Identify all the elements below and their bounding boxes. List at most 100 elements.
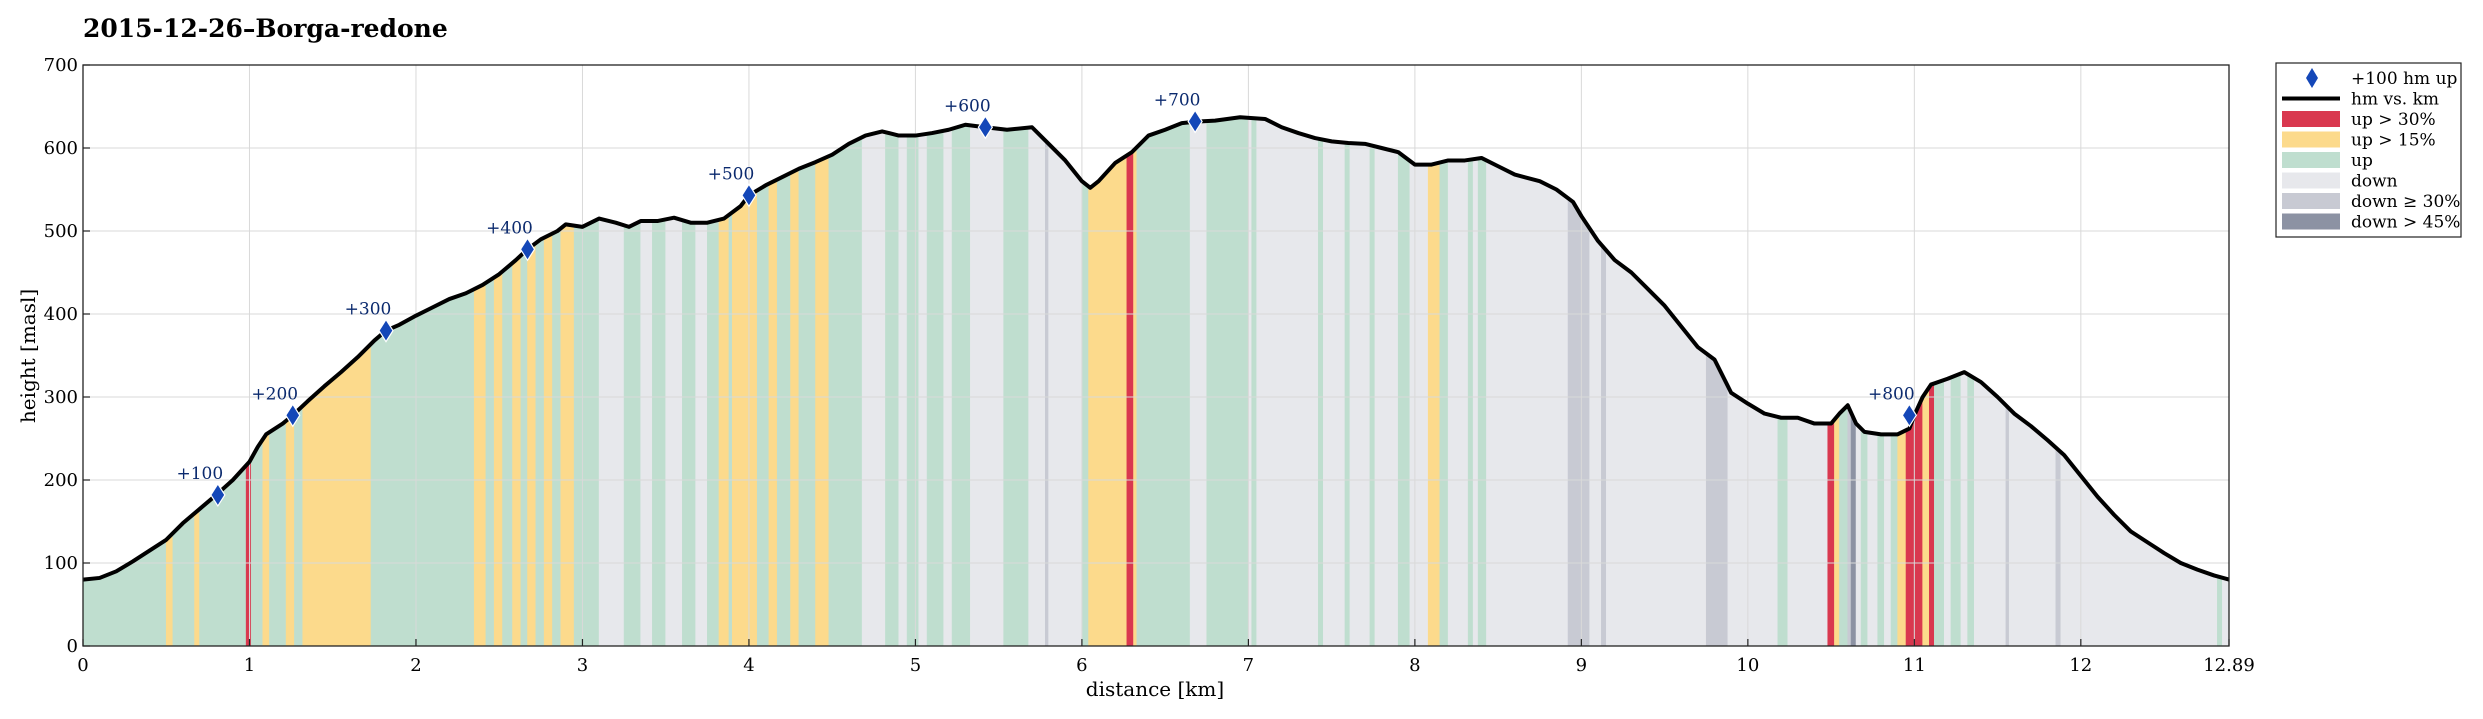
segment-up <box>885 131 900 647</box>
elevation-marker-label: +400 <box>486 218 533 238</box>
segment-up <box>728 211 733 647</box>
legend-swatch-up-gt-30 <box>2282 111 2340 127</box>
segment-up-gt-15 <box>543 233 553 647</box>
segment-down <box>1409 160 1429 647</box>
segment-down <box>1787 417 1829 647</box>
axes: 0 1 2 3 4 5 6 7 8 9 10 11 12 12.890100200300400500600… <box>44 55 2255 676</box>
segment-up <box>623 220 642 647</box>
y-tick-label: 200 <box>44 470 78 491</box>
y-tick-label: 600 <box>44 138 78 159</box>
segment-up-gt-15 <box>731 189 758 647</box>
segment-down <box>598 218 625 647</box>
legend-label: hm vs. km <box>2351 90 2439 110</box>
segment-up-gt-15 <box>1088 154 1128 647</box>
legend-label: up > 30% <box>2351 110 2436 130</box>
x-tick-label: 7 <box>1243 655 1254 676</box>
segment-up <box>1206 116 1249 647</box>
elevation-marker-label: +700 <box>1154 90 1201 110</box>
segment-down <box>1189 120 1208 647</box>
elevation-marker <box>977 115 994 140</box>
elevation-line <box>82 115 2230 582</box>
segment-down <box>2008 407 2057 647</box>
segment-up-gt-30 <box>1929 382 1935 647</box>
segment-up-gt-15 <box>473 282 487 647</box>
segment-up <box>1950 372 1962 647</box>
x-tick-label: 10 <box>1736 655 1759 676</box>
legend-swatch-up <box>2282 152 2340 168</box>
segment-up-gt-15 <box>815 155 830 647</box>
segment-up <box>1344 142 1351 647</box>
segment-up <box>1439 160 1449 647</box>
x-tick-label: 12.89 <box>2203 655 2255 676</box>
x-tick-label: 8 <box>1409 655 1420 676</box>
segment-down <box>1256 118 1319 647</box>
segment-up <box>172 512 195 647</box>
segment-up <box>2217 575 2223 647</box>
elevation-marker-label: +600 <box>944 96 991 116</box>
segment-down <box>1727 386 1779 647</box>
segment-down <box>1028 126 1046 647</box>
segment-up-gt-15 <box>285 412 295 647</box>
segment-up <box>1003 127 1029 647</box>
y-tick-label: 100 <box>44 553 78 574</box>
x-tick-label: 12 <box>2069 655 2092 676</box>
segment-up <box>250 438 264 647</box>
segment-down <box>1589 227 1602 647</box>
segment-up <box>552 227 562 647</box>
elevation-marker <box>519 237 536 262</box>
y-tick-label: 500 <box>44 221 78 242</box>
segment-up-gt-15 <box>493 270 503 647</box>
segment-up <box>370 288 475 647</box>
elevation-marker <box>285 403 301 428</box>
segment-up <box>1369 144 1376 647</box>
x-tick-label: 9 <box>1576 655 1587 676</box>
segment-down <box>1973 377 2007 647</box>
legend-swatch-down-gt-45 <box>2282 213 2340 230</box>
segment-up <box>485 276 495 647</box>
segment-up <box>756 183 770 647</box>
segment-down <box>1048 143 1083 647</box>
y-tick-label: 300 <box>44 387 78 408</box>
legend-label: down ≥ 30% <box>2351 192 2460 212</box>
segment-down <box>1374 145 1399 647</box>
segment-up-gt-15 <box>262 431 270 647</box>
segment-down <box>1486 159 1569 647</box>
segment-down <box>1323 139 1346 647</box>
segment-up <box>652 219 667 647</box>
x-tick-label: 1 <box>244 655 255 676</box>
segment-down <box>898 135 908 647</box>
elevation-marker <box>378 318 394 343</box>
legend-swatch-down-ge-30 <box>2282 193 2340 209</box>
y-tick-label: 700 <box>44 55 78 76</box>
segment-down-ge-30 <box>1044 139 1049 647</box>
segment-up <box>1877 433 1885 647</box>
segment-down <box>665 217 683 647</box>
chart-title: 2015-12-26–Borga-redone <box>83 14 448 43</box>
segment-up <box>1777 416 1789 647</box>
segment-up-gt-15 <box>768 179 778 647</box>
segment-up-gt-15 <box>1427 162 1441 647</box>
segment-up-gt-15 <box>560 224 575 647</box>
legend-marker-swatch <box>2306 68 2318 88</box>
segment-up <box>798 161 816 647</box>
segment-up <box>1839 404 1849 647</box>
segment-down-ge-30 <box>1601 243 1607 647</box>
profile-line <box>82 115 2230 582</box>
x-tick-label: 6 <box>1076 655 1087 676</box>
segment-up-gt-15 <box>1922 386 1930 647</box>
segment-up <box>828 136 863 647</box>
segment-down <box>861 131 886 647</box>
legend-label: up <box>2351 151 2373 171</box>
segment-up <box>1890 434 1898 647</box>
hm-markers: +100 +200 +300 +400 +500 +600 +700 +800 <box>177 90 1918 508</box>
segment-up <box>1967 373 1975 647</box>
segment-down-gt-45 <box>1850 412 1857 647</box>
elevation-marker <box>1901 403 1918 428</box>
segment-up <box>1934 379 1945 647</box>
segment-up <box>269 420 287 647</box>
segment-down-ge-30 <box>1567 197 1590 647</box>
x-tick-label: 11 <box>1903 655 1926 676</box>
legend-label: down > 45% <box>2351 213 2460 233</box>
segment-up <box>1081 180 1089 647</box>
